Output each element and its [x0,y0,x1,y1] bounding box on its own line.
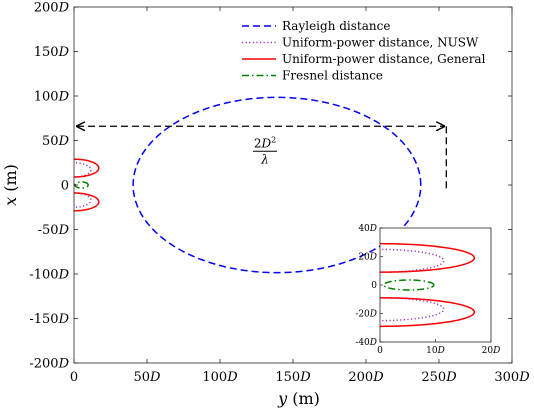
inset-uniform-power-distance-nusw-curve [380,248,445,273]
legend-label: Uniform-power distance, General [282,52,486,66]
x-axis-ticks: 0 50D 100D 150D 200D 250D 300D [70,7,530,385]
distance-annotation: 2D2 λ [77,126,447,193]
x-tick-label: 250D [421,370,457,385]
fraction-numerator: 2D2 [254,135,276,150]
inset-curves [380,242,476,328]
x-tick-label: 50D [134,370,162,385]
series-rayleigh-distance-curve [132,96,422,274]
series-uniform-power-distance-general-curve [74,192,100,212]
y-tick-label: 0 [61,179,69,194]
inset-uniform-power-distance-nusw-curve [380,297,445,322]
inset-x-ticks: 0 10D 20D [377,339,500,356]
y-axis-label: x (m) [1,164,20,206]
x-tick-label: 0 [70,370,78,385]
series-uniform-power-distance-general-curve [74,158,100,178]
y-tick-label: -50D [38,223,70,238]
y-tick-label: -200D [29,357,69,372]
legend-label: Uniform-power distance, NUSW [282,36,479,50]
inset-y-ticks: -40D -20D 0 20D 40D [355,224,383,348]
x-tick-label: 150D [275,370,311,385]
inset-plot-area [380,228,491,342]
y-axis-ticks: -200D -150D -100D -50D 0 50D 100D 150D 200D [29,1,512,372]
y-tick-label: -150D [29,312,69,327]
y-tick-label: -100D [29,268,69,283]
inset-x-tick-label: 0 [377,346,383,356]
inset-y-tick-label: 40D [358,224,377,234]
inset-y-tick-label: 0 [371,281,377,291]
inset-uniform-power-distance-general-curve [380,297,476,328]
legend: Rayleigh distance Uniform-power distance,… [242,19,486,83]
y-tick-label: 100D [34,90,70,105]
inset-y-tick-label: -20D [355,310,377,320]
x-tick-label: 100D [202,370,238,385]
x-tick-label: 200D [348,370,384,385]
x-axis-label: y (m) [277,389,320,408]
y-tick-label: 200D [34,1,70,16]
y-tick-label: 50D [42,134,70,149]
legend-label: Rayleigh distance [282,19,390,33]
inset-x-tick-label: 10D [426,346,445,356]
inset-uniform-power-distance-general-curve [380,242,476,273]
y-tick-label: 150D [34,45,70,60]
inset-fresnel-distance-curve [383,279,435,291]
x-tick-label: 300D [494,370,530,385]
legend-label: Fresnel distance [282,69,383,83]
inset-x-tick-label: 20D [482,346,501,356]
inset-y-tick-label: 20D [358,253,377,263]
fraction-denominator: λ [260,152,269,166]
inset-y-tick-label: -40D [355,338,377,348]
